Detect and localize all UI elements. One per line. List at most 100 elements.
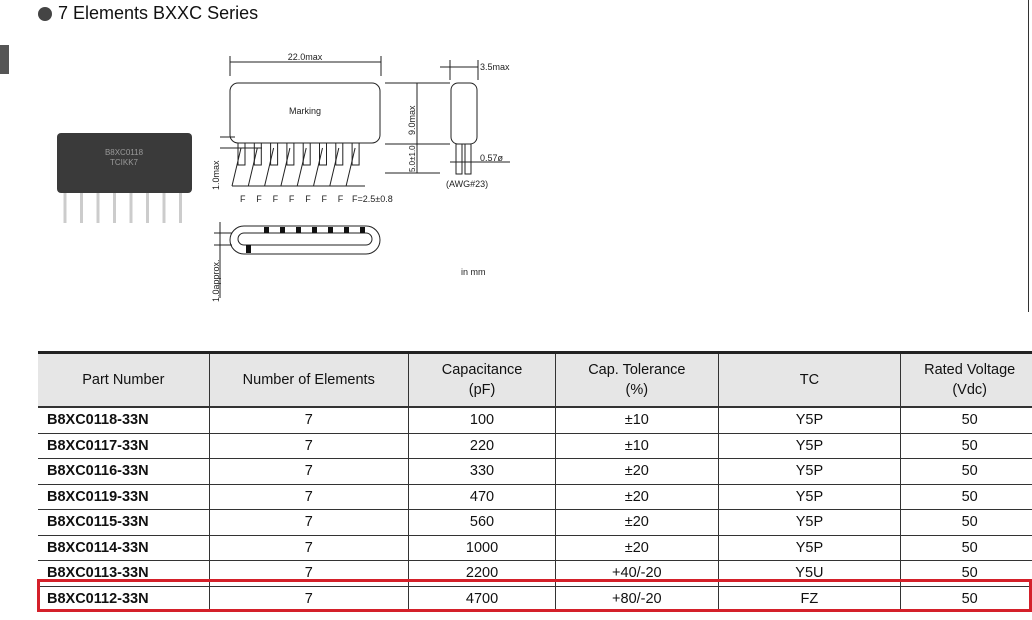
table-cell: B8XC0116-33N: [38, 458, 210, 485]
table-cell: 50: [900, 433, 1032, 459]
header-unit: (Vdc): [952, 382, 987, 398]
column-header: Cap. Tolerance (%): [555, 351, 719, 408]
table-row: B8XC0112-33N 7 4700 +80/-20 FZ 50: [38, 586, 1032, 612]
table-cell: B8XC0119-33N: [38, 484, 210, 510]
header-line: Capacitance: [441, 362, 523, 378]
table-cell: 7: [208, 586, 409, 612]
divider: [1028, 0, 1029, 312]
lead: [351, 142, 360, 166]
table-cell: B8XC0114-33N: [38, 535, 210, 561]
table-cell: Y5P: [717, 433, 901, 459]
table-cell: FZ: [717, 586, 901, 612]
svg-text:(AWG#23): (AWG#23): [446, 179, 488, 189]
lead: [237, 142, 246, 166]
table-cell: 50: [900, 586, 1032, 612]
lead: [335, 142, 344, 166]
lead: [286, 142, 295, 166]
table-row: B8XC0113-33N 7 2200 +40/-20 Y5U 50: [38, 560, 1032, 587]
pitch-letter: F: [256, 194, 262, 204]
header-line: Rated Voltage: [924, 362, 1016, 378]
table-row: B8XC0118-33N 7 100 ±10 Y5P 50: [38, 407, 1032, 434]
header-line: Part Number: [82, 372, 165, 388]
lead-pad: [312, 227, 317, 233]
lead-bend: [264, 147, 275, 187]
svg-text:0.57ø: 0.57ø: [480, 153, 504, 163]
table-cell: Y5P: [717, 458, 901, 485]
column-header: Part Number: [38, 351, 210, 408]
table-row: B8XC0116-33N 7 330 ±20 Y5P 50: [38, 458, 1032, 485]
column-header: Capacitance (pF): [407, 351, 556, 408]
table-cell: 2200: [407, 560, 556, 587]
lead-bend: [329, 147, 340, 187]
table-row: B8XC0115-33N 7 560 ±20 Y5P 50: [38, 509, 1032, 536]
table-cell: 7: [208, 484, 409, 510]
lead-bend: [247, 147, 258, 187]
table-cell: 7: [208, 433, 409, 459]
column-header: Number of Elements: [208, 351, 409, 408]
table-cell: 4700: [407, 586, 556, 612]
lead-bend: [345, 147, 356, 187]
table-cell: 50: [900, 560, 1032, 587]
table-cell: 7: [208, 407, 409, 434]
table-cell: B8XC0117-33N: [38, 433, 210, 459]
table-cell: Y5P: [717, 509, 901, 536]
lead-pad: [280, 227, 285, 233]
pitch-letter: F: [322, 194, 328, 204]
table-cell: 220: [407, 433, 556, 459]
heading-text: 7 Elements BXXC Series: [58, 3, 259, 23]
table-cell: B8XC0115-33N: [38, 509, 210, 536]
table-cell: 7: [208, 535, 409, 561]
table-cell: B8XC0118-33N: [38, 407, 210, 434]
header-unit: (pF): [468, 382, 496, 398]
section-heading: 7 Elements BXXC Series: [38, 3, 258, 24]
table-cell: +40/-20: [555, 560, 719, 587]
specs-table: Part Number Number of Elements Capacitance…: [38, 351, 1032, 612]
table-cell: 7: [208, 560, 409, 587]
svg-text:in mm: in mm: [461, 267, 486, 277]
table-cell: Y5U: [717, 560, 901, 587]
table-cell: 330: [407, 458, 556, 485]
svg-text:F=2.5±0.8: F=2.5±0.8: [352, 194, 393, 204]
svg-text:5.0±1.0: 5.0±1.0: [408, 145, 417, 172]
table-cell: ±10: [555, 433, 719, 459]
header-line: Cap. Tolerance: [588, 362, 686, 378]
table-cell: +80/-20: [555, 586, 719, 612]
lead: [253, 142, 262, 166]
table-cell: 50: [900, 484, 1032, 510]
table-cell: B8XC0113-33N: [38, 560, 210, 587]
component-photo: B8XC0118 TCIKK7: [57, 133, 192, 223]
column-header: TC: [717, 351, 901, 408]
pitch-letter: F: [273, 194, 279, 204]
table-cell: 7: [208, 458, 409, 485]
table-cell: ±10: [555, 407, 719, 434]
pitch-letter: F: [305, 194, 311, 204]
lead: [319, 142, 327, 166]
lead-bend: [231, 147, 242, 187]
svg-text:B8XC0118: B8XC0118: [105, 148, 144, 157]
svg-text:1.0approx.: 1.0approx.: [211, 259, 221, 302]
column-header: Rated Voltage (Vdc): [900, 351, 1032, 408]
svg-text:22.0max: 22.0max: [288, 52, 323, 62]
table-cell: 50: [900, 407, 1032, 434]
table-cell: ±20: [555, 509, 719, 536]
table-cell: B8XC0112-33N: [38, 586, 210, 612]
table-cell: Y5P: [717, 407, 901, 434]
lead-pad: [328, 227, 333, 233]
svg-text:9.0max: 9.0max: [407, 105, 417, 135]
table-row: B8XC0117-33N 7 220 ±10 Y5P 50: [38, 433, 1032, 459]
pitch-letter: F: [289, 194, 295, 204]
table-cell: 100: [407, 407, 556, 434]
svg-text:TCIKK7: TCIKK7: [110, 158, 139, 167]
header-line: TC: [799, 372, 820, 388]
lead: [302, 142, 311, 166]
lead-pad: [296, 227, 301, 233]
table-cell: 50: [900, 458, 1032, 485]
lead-pad: [360, 227, 365, 233]
pitch-letter: F: [338, 194, 344, 204]
table-cell: ±20: [555, 535, 719, 561]
lead-bend: [313, 147, 323, 187]
table-cell: 470: [407, 484, 556, 510]
lead-bend: [296, 147, 307, 187]
dimension-diagram: B8XC0118 TCIKK7 22.0max Marking 1.0max F…: [57, 52, 510, 302]
table-row: B8XC0114-33N 7 1000 ±20 Y5P 50: [38, 535, 1032, 561]
